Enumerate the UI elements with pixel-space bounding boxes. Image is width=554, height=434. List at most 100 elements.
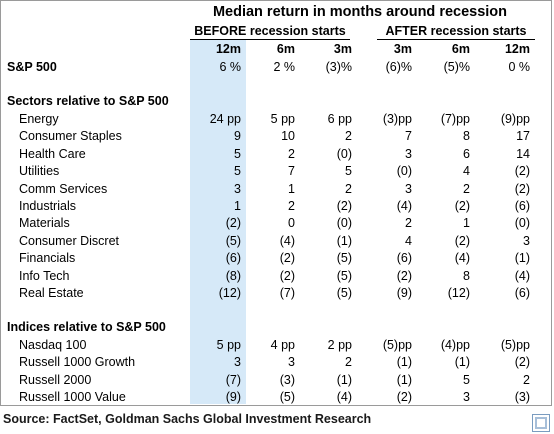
sector-row-cell: (5) (336, 251, 352, 266)
sector-row-cell: (2) (514, 164, 530, 179)
sector-row-cell: 2 (288, 146, 295, 161)
index-row-cell: (3) (514, 390, 530, 405)
sector-row-cell: (5) (336, 268, 352, 283)
index-row-cell: (2) (514, 355, 530, 370)
sector-row-cell: (2) (336, 199, 352, 213)
source-note: Source: FactSet, Goldman Sachs Global In… (3, 412, 372, 426)
sector-row-cell: 8 (463, 129, 470, 144)
sector-row-label: Utilities (19, 164, 60, 179)
table-frame (0, 0, 552, 406)
sector-row-label: Comm Services (19, 181, 108, 196)
sp500-cell: (6)% (385, 60, 412, 74)
index-row-cell: 3 (234, 355, 241, 370)
sector-row-label: Consumer Staples (19, 129, 122, 144)
sector-row-cell: (4) (514, 268, 530, 283)
index-row-label: Russell 1000 Value (19, 390, 126, 405)
index-row-cell: (5)pp (382, 338, 412, 352)
index-row-cell: (1) (396, 372, 412, 387)
sector-row-cell: 2 (463, 181, 470, 196)
sector-row-cell: (4) (279, 233, 295, 248)
column-header-1: 6m (276, 42, 295, 56)
index-row-cell: 2 (523, 372, 530, 387)
sector-row-cell: (7)pp (440, 112, 470, 126)
index-row-label: Russell 2000 (19, 372, 92, 387)
index-row-cell: 4 pp (270, 338, 295, 352)
sector-row-cell: (8) (225, 268, 241, 283)
sector-row-cell: 5 (234, 164, 241, 179)
index-row-cell: 2 pp (327, 338, 352, 352)
sector-row-cell: (6) (225, 251, 241, 266)
after-group-header: AFTER recession starts (377, 24, 535, 40)
before-group-header: BEFORE recession starts (190, 24, 350, 40)
sector-row-cell: (1) (514, 251, 530, 266)
index-row-cell: (7) (225, 372, 241, 387)
index-row-cell: (5)pp (500, 338, 530, 352)
sector-row-cell: (3)pp (382, 112, 412, 126)
sector-row-label: Financials (19, 251, 76, 266)
sector-row-cell: 3 (523, 233, 530, 248)
column-header-3: 3m (393, 42, 412, 56)
sector-row-label: Consumer Discret (19, 233, 120, 248)
sector-row-cell: (2) (279, 251, 295, 266)
index-row-label: Russell 1000 Growth (19, 355, 136, 370)
sector-row-cell: (2) (225, 216, 241, 231)
sector-row-cell: 3 (405, 181, 412, 196)
sector-row-cell: 1 (463, 216, 470, 231)
sector-row-cell: (4) (454, 251, 470, 266)
index-row-cell: (1) (336, 372, 352, 387)
sector-row-label: Health Care (19, 146, 86, 161)
sector-row-cell: 2 (345, 129, 352, 144)
sector-row-cell: (9)pp (500, 112, 530, 126)
sector-row-label: Materials (19, 216, 70, 231)
sector-row-cell: (6) (514, 286, 530, 300)
sector-row-cell: 5 (345, 164, 352, 179)
indices-header: Indices relative to S&P 500 (7, 320, 166, 334)
index-row-cell: (1) (396, 355, 412, 370)
sector-row-cell: (0) (396, 164, 412, 179)
sector-row-cell: 7 (288, 164, 295, 179)
index-row-cell: 5 (463, 372, 470, 387)
sector-row-cell: 24 pp (209, 112, 241, 126)
sector-row-cell: (5) (225, 233, 241, 248)
sector-row-cell: (2) (396, 268, 412, 283)
sector-row-cell: (0) (514, 216, 530, 231)
sector-row-cell: (0) (336, 146, 352, 161)
table-title: Median return in months around recession (212, 4, 508, 20)
column-header-0: 12m (215, 42, 241, 56)
sector-row-cell: 4 (405, 233, 412, 248)
sector-row-label: Info Tech (19, 268, 70, 283)
sector-row-label: Industrials (19, 199, 76, 213)
index-row-cell: (5) (279, 390, 295, 405)
sector-row-cell: (0) (336, 216, 352, 231)
sector-row-cell: (5) (336, 286, 352, 300)
sector-row-cell: 2 (405, 216, 412, 231)
sector-row-cell: (2) (454, 233, 470, 248)
sector-row-cell: 1 (288, 181, 295, 196)
sp500-cell: (3)% (325, 60, 352, 74)
sector-row-cell: 0 (288, 216, 295, 231)
sector-row-cell: 7 (405, 129, 412, 144)
index-row-label: Nasdaq 100 (19, 338, 87, 352)
sector-row-cell: (6) (514, 199, 530, 213)
index-row-cell: (3) (279, 372, 295, 387)
sector-row-cell: (12) (218, 286, 241, 300)
sector-row-cell: 2 (345, 181, 352, 196)
sp500-label: S&P 500 (7, 60, 57, 74)
sector-row-cell: 3 (234, 181, 241, 196)
index-row-cell: (4)pp (440, 338, 470, 352)
sector-row-cell: (2) (454, 199, 470, 213)
sector-row-cell: 8 (463, 268, 470, 283)
sector-row-cell: 5 pp (270, 112, 295, 126)
sector-row-cell: 1 (234, 199, 241, 213)
index-row-cell: 3 (463, 390, 470, 405)
goldman-sachs-logo-icon (532, 414, 550, 432)
index-row-cell: (1) (454, 355, 470, 370)
sector-row-cell: 17 (516, 129, 530, 144)
sp500-cell: 2 % (273, 60, 295, 74)
sector-row-cell: (4) (396, 199, 412, 213)
index-row-cell: (4) (336, 390, 352, 405)
column-header-5: 12m (504, 42, 530, 56)
sector-row-cell: (12) (447, 286, 470, 300)
sector-row-cell: (7) (279, 286, 295, 300)
sector-row-cell: (2) (514, 181, 530, 196)
